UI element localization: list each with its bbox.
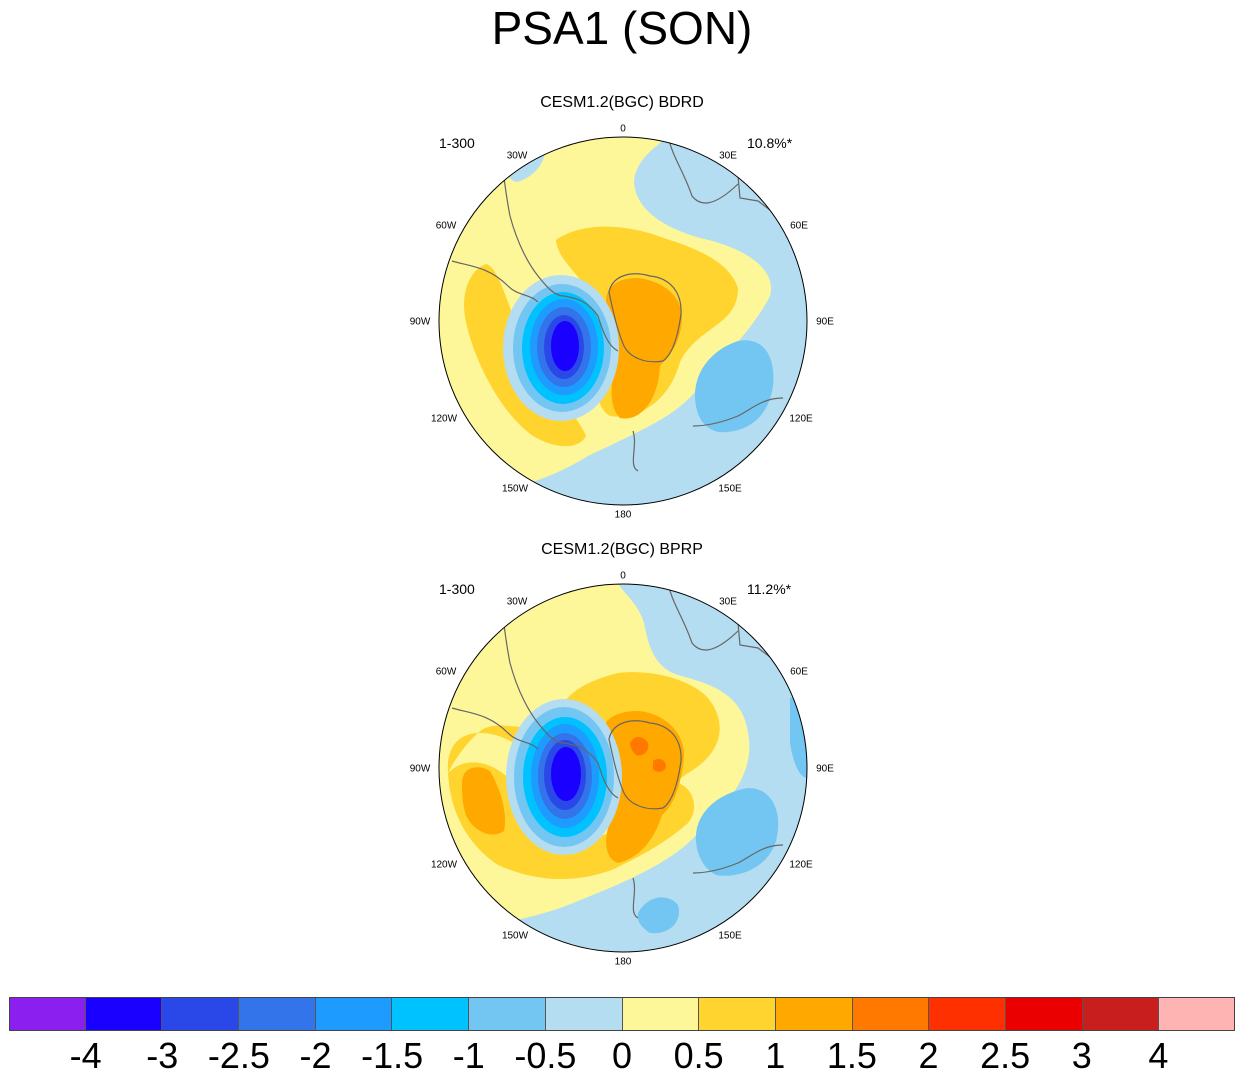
positive-anomaly-antarctic-core [603,711,684,863]
lon-label-120w: 120W [430,413,458,425]
colorbar-tick-label: 1 [765,1035,786,1076]
colorbar-tick-label: -2 [299,1035,332,1076]
panel-2-left-label: 1-300 [439,581,475,597]
lon-label-30w: 30W [506,150,528,162]
panel-2-title: CESM1.2(BGC) BPRP [541,541,703,558]
panel-2-polar-map [438,583,808,953]
colorbar-segment [929,997,1006,1031]
lon-label-90e: 90E [816,763,834,775]
colorbar-segment [852,997,930,1031]
colorbar-segment [469,997,546,1031]
colorbar-tick-label: -1 [452,1035,485,1076]
lon-label-60e: 60E [790,666,808,678]
lon-label-150e: 150E [718,930,742,942]
colorbar-segment [1005,997,1083,1031]
panel-1-right-label: 10.8%* [747,135,793,151]
colorbar-tick-label: -4 [69,1035,102,1076]
panel-1-polar-map [438,136,808,506]
lon-label-60e: 60E [790,220,808,232]
colorbar-segment [315,997,393,1031]
figure-title: PSA1 (SON) [491,2,753,54]
lon-label-60w: 60W [435,666,457,678]
colorbar-tick-label: -0.5 [514,1035,577,1076]
colorbar-tick-label: -3 [146,1035,179,1076]
colorbar-segment [239,997,316,1031]
lon-label-180: 180 [614,509,632,521]
panel-1-title: CESM1.2(BGC) BDRD [540,94,704,111]
colorbar-segment [775,997,853,1031]
colorbar [9,997,1235,1031]
lon-label-90w: 90W [409,316,431,328]
colorbar-segment [392,997,470,1031]
colorbar-tick-label: -2.5 [207,1035,270,1076]
lon-label-0: 0 [620,570,626,582]
lon-label-150w: 150W [501,930,529,942]
coastlines [451,584,784,919]
lon-label-60w: 60W [435,220,457,232]
positive-anomaly-peak-2 [653,759,666,772]
negative-anomaly-minimum [551,321,579,371]
colorbar-tick-label: -1.5 [361,1035,424,1076]
lon-label-30e: 30E [719,596,737,608]
positive-anomaly-pacific-core [462,767,506,835]
colorbar-tick-label: 0.5 [673,1035,724,1076]
lon-label-30e: 30E [719,150,737,162]
lon-label-90e: 90E [816,316,834,328]
colorbar-tick-label: 2 [918,1035,939,1076]
colorbar-tick-label: 3 [1071,1035,1092,1076]
colorbar-tick-label: 0 [611,1035,633,1076]
lon-label-90w: 90W [409,763,431,775]
lon-label-180: 180 [614,956,632,968]
lon-label-120w: 120W [430,859,458,871]
colorbar-segment [699,997,776,1031]
lon-label-150w: 150W [501,483,529,495]
negative-anomaly-australia [694,340,774,433]
colorbar-tick-label: 2.5 [980,1035,1031,1076]
lon-label-150e: 150E [718,483,742,495]
map-border [438,136,808,506]
coastlines [451,137,784,472]
colorbar-segment [1159,997,1235,1031]
negative-anomaly-minimum [551,747,581,801]
lon-label-120e: 120E [789,413,813,425]
colorbar-segment [9,997,86,1031]
colorbar-segment [1082,997,1160,1031]
lon-label-0: 0 [620,123,626,135]
positive-anomaly-peak-1 [630,737,649,756]
colorbar-segment [85,997,163,1031]
colorbar-tick-label: 4 [1148,1035,1169,1076]
negative-anomaly-ross-sea [637,897,679,934]
lon-label-120e: 120E [789,859,813,871]
colorbar-segment [545,997,623,1031]
colorbar-segment [162,997,240,1031]
colorbar-segment [622,997,700,1031]
panel-2-right-label: 11.2%* [747,581,792,597]
panel-1-left-label: 1-300 [439,135,475,151]
colorbar-tick-label: 1.5 [826,1035,877,1076]
lon-label-30w: 30W [506,596,528,608]
positive-anomaly-core [605,278,683,419]
map-border [438,583,808,953]
negative-anomaly-australia [695,788,779,876]
